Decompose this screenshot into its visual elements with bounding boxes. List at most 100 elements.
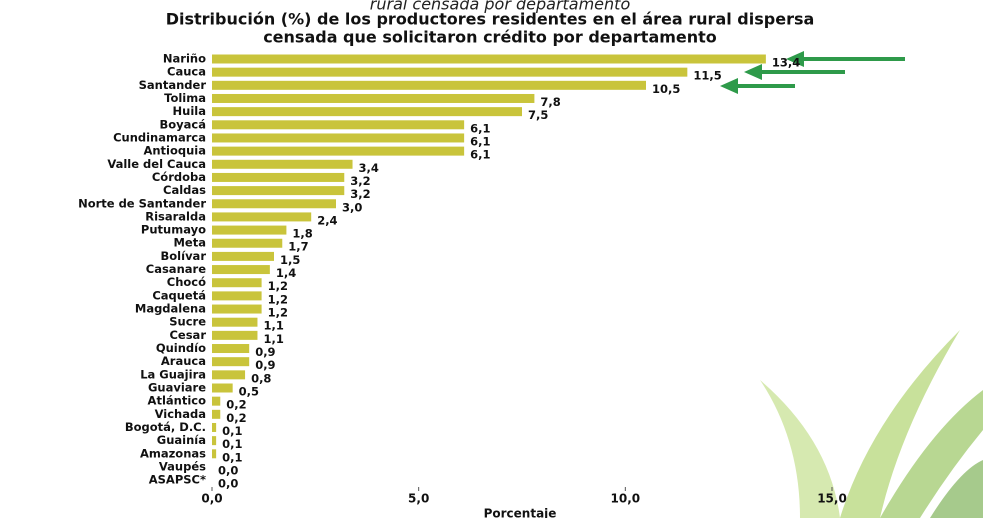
bar (212, 93, 535, 103)
bar (212, 304, 262, 314)
category-label: Atlántico (148, 394, 207, 408)
x-tick-label: 10,0 (611, 492, 641, 506)
chart-title: Distribución (%) de los productores resi… (166, 10, 815, 29)
value-label: 1,2 (268, 292, 288, 306)
category-label: ASAPSC* (149, 473, 206, 487)
category-label: Arauca (161, 354, 206, 368)
value-label: 11,5 (693, 69, 721, 83)
bar (212, 107, 522, 117)
bar (212, 199, 336, 209)
bar (212, 383, 233, 393)
category-label: Valle del Cauca (107, 157, 206, 171)
arrows (720, 51, 905, 94)
bar (212, 80, 646, 90)
bar (212, 436, 217, 446)
grass-decoration (760, 330, 983, 518)
category-label: Meta (173, 236, 206, 250)
bar (212, 344, 250, 354)
caption: rural censada por departamento (370, 0, 631, 14)
value-label: 1,1 (263, 332, 283, 346)
category-label: Cesar (169, 328, 206, 342)
bar (212, 120, 465, 130)
category-label: Quindío (156, 341, 206, 355)
bar (212, 238, 283, 248)
value-label: 1,1 (263, 319, 283, 333)
category-label: Santander (139, 78, 207, 92)
category-label: Amazonas (140, 446, 206, 460)
category-label: Vaupés (159, 459, 206, 473)
value-label: 3,4 (359, 161, 379, 175)
category-label: Caquetá (152, 288, 206, 302)
category-label: Antioquia (143, 144, 206, 158)
value-label: 3,0 (342, 200, 362, 214)
x-axis-label: Porcentaje (484, 507, 557, 518)
category-label: La Guajira (140, 367, 206, 381)
bar (212, 357, 250, 367)
bar (212, 212, 312, 222)
category-label: Boyacá (160, 117, 207, 131)
value-label: 0,1 (222, 424, 242, 438)
value-label: 3,2 (350, 174, 370, 188)
category-label: Caldas (163, 183, 206, 197)
bar (212, 265, 270, 275)
value-label: 7,8 (540, 95, 560, 109)
bar (212, 449, 217, 459)
category-label: Norte de Santander (78, 196, 206, 210)
value-label: 3,2 (350, 187, 370, 201)
bar (212, 370, 246, 380)
value-label: 0,1 (222, 437, 242, 451)
bar (212, 186, 345, 196)
category-label: Putumayo (141, 223, 206, 237)
category-label: Chocó (167, 275, 206, 289)
category-label: Bolívar (161, 249, 207, 263)
value-label: 10,5 (652, 82, 680, 96)
value-label: 6,1 (470, 148, 490, 162)
value-label: 13,4 (772, 56, 800, 70)
bar (212, 159, 353, 169)
category-label: Vichada (155, 407, 206, 421)
category-label: Risaralda (145, 209, 206, 223)
value-label: 0,9 (255, 345, 275, 359)
category-label: Casanare (146, 262, 206, 276)
bar (212, 330, 258, 340)
value-label: 0,2 (226, 398, 246, 412)
bar (212, 146, 465, 156)
category-label: Guaviare (148, 381, 206, 395)
category-label: Nariño (163, 52, 206, 66)
bar (212, 133, 465, 143)
value-label: 0,8 (251, 371, 271, 385)
value-label: 1,5 (280, 253, 300, 267)
value-label: 0,2 (226, 411, 246, 425)
bar (212, 291, 262, 301)
bar (212, 251, 274, 261)
category-label: Tolima (164, 91, 206, 105)
bar (212, 317, 258, 327)
value-label: 1,2 (268, 279, 288, 293)
category-label: Magdalena (135, 302, 206, 316)
category-label: Cundinamarca (113, 130, 206, 144)
value-label: 1,7 (288, 240, 308, 254)
value-label: 1,8 (292, 227, 312, 241)
bar (212, 172, 345, 182)
category-label: Guainía (157, 433, 206, 447)
x-tick-label: 15,0 (817, 492, 847, 506)
bar (212, 225, 287, 235)
bar (212, 422, 217, 432)
value-label: 7,5 (528, 108, 548, 122)
x-tick-label: 5,0 (408, 492, 429, 506)
value-label: 0,1 (222, 450, 242, 464)
value-label: 6,1 (470, 134, 490, 148)
chart-subtitle: censada que solicitaron crédito por depa… (263, 28, 717, 47)
value-label: 1,2 (268, 306, 288, 320)
value-label: 6,1 (470, 121, 490, 135)
bar (212, 396, 221, 406)
category-label: Bogotá, D.C. (125, 420, 206, 434)
value-label: 0,0 (218, 477, 238, 491)
category-label: Sucre (169, 315, 206, 329)
value-label: 0,9 (255, 358, 275, 372)
category-label: Cauca (167, 65, 206, 79)
category-label: Córdoba (152, 170, 206, 184)
bar (212, 409, 221, 419)
value-label: 1,4 (276, 266, 296, 280)
value-label: 0,5 (239, 385, 259, 399)
